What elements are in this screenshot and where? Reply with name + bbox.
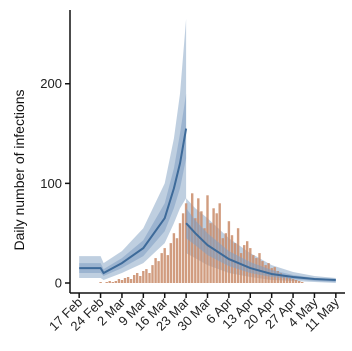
observed-bar xyxy=(294,280,298,283)
observed-bar xyxy=(194,218,197,283)
observed-bar xyxy=(291,279,295,283)
observed-bar xyxy=(188,225,191,283)
observed-bar xyxy=(151,265,154,283)
y-axis-title: Daily number of infections xyxy=(11,89,27,250)
observed-bar xyxy=(279,273,282,283)
model-median-lines xyxy=(79,128,336,281)
band-inner-post xyxy=(186,208,336,282)
observed-bar xyxy=(169,243,172,283)
observed-bar xyxy=(184,203,188,283)
observed-bar xyxy=(178,223,182,283)
observed-bar xyxy=(166,255,169,283)
observed-bar xyxy=(136,273,139,283)
observed-bar xyxy=(236,228,240,283)
band-outer-pre xyxy=(79,19,187,280)
observed-bar xyxy=(108,281,111,283)
observed-bar xyxy=(139,276,142,283)
y-tick-label: 0 xyxy=(55,276,62,291)
plot-area xyxy=(79,19,336,283)
observed-bar xyxy=(99,282,102,283)
observed-bar xyxy=(218,203,221,283)
observed-bar xyxy=(120,280,124,283)
observed-bar xyxy=(175,238,179,283)
observed-bar xyxy=(282,275,286,283)
median-line-pre xyxy=(79,128,188,275)
observed-bar xyxy=(154,258,157,283)
observed-bar xyxy=(133,275,136,283)
band-inner-pre xyxy=(79,93,187,276)
observed-bar xyxy=(301,282,304,283)
observed-bar xyxy=(148,273,151,283)
model-inner-bands xyxy=(79,93,336,282)
observed-bar xyxy=(163,248,166,283)
observed-bar xyxy=(105,282,108,283)
y-tick-label: 200 xyxy=(40,76,62,91)
observed-bar xyxy=(123,278,127,283)
observed-bar xyxy=(126,277,130,283)
observed-bar xyxy=(181,213,185,283)
observed-bar xyxy=(160,253,163,283)
observed-bar xyxy=(157,261,160,283)
observed-bar xyxy=(129,279,133,283)
observed-bar xyxy=(203,228,206,283)
observed-bar xyxy=(111,282,114,283)
observed-bar xyxy=(298,281,301,283)
observed-bar xyxy=(172,233,176,283)
observed-bar xyxy=(117,279,121,283)
median-line-post xyxy=(185,222,336,281)
observed-bar xyxy=(142,271,145,283)
observed-bar xyxy=(145,269,148,283)
observed-bar xyxy=(114,281,117,283)
y-axis-ticks: 0 100 200 xyxy=(40,76,70,291)
y-tick-label: 100 xyxy=(40,176,62,191)
observed-bar xyxy=(285,277,289,283)
observed-bar xyxy=(288,278,292,283)
